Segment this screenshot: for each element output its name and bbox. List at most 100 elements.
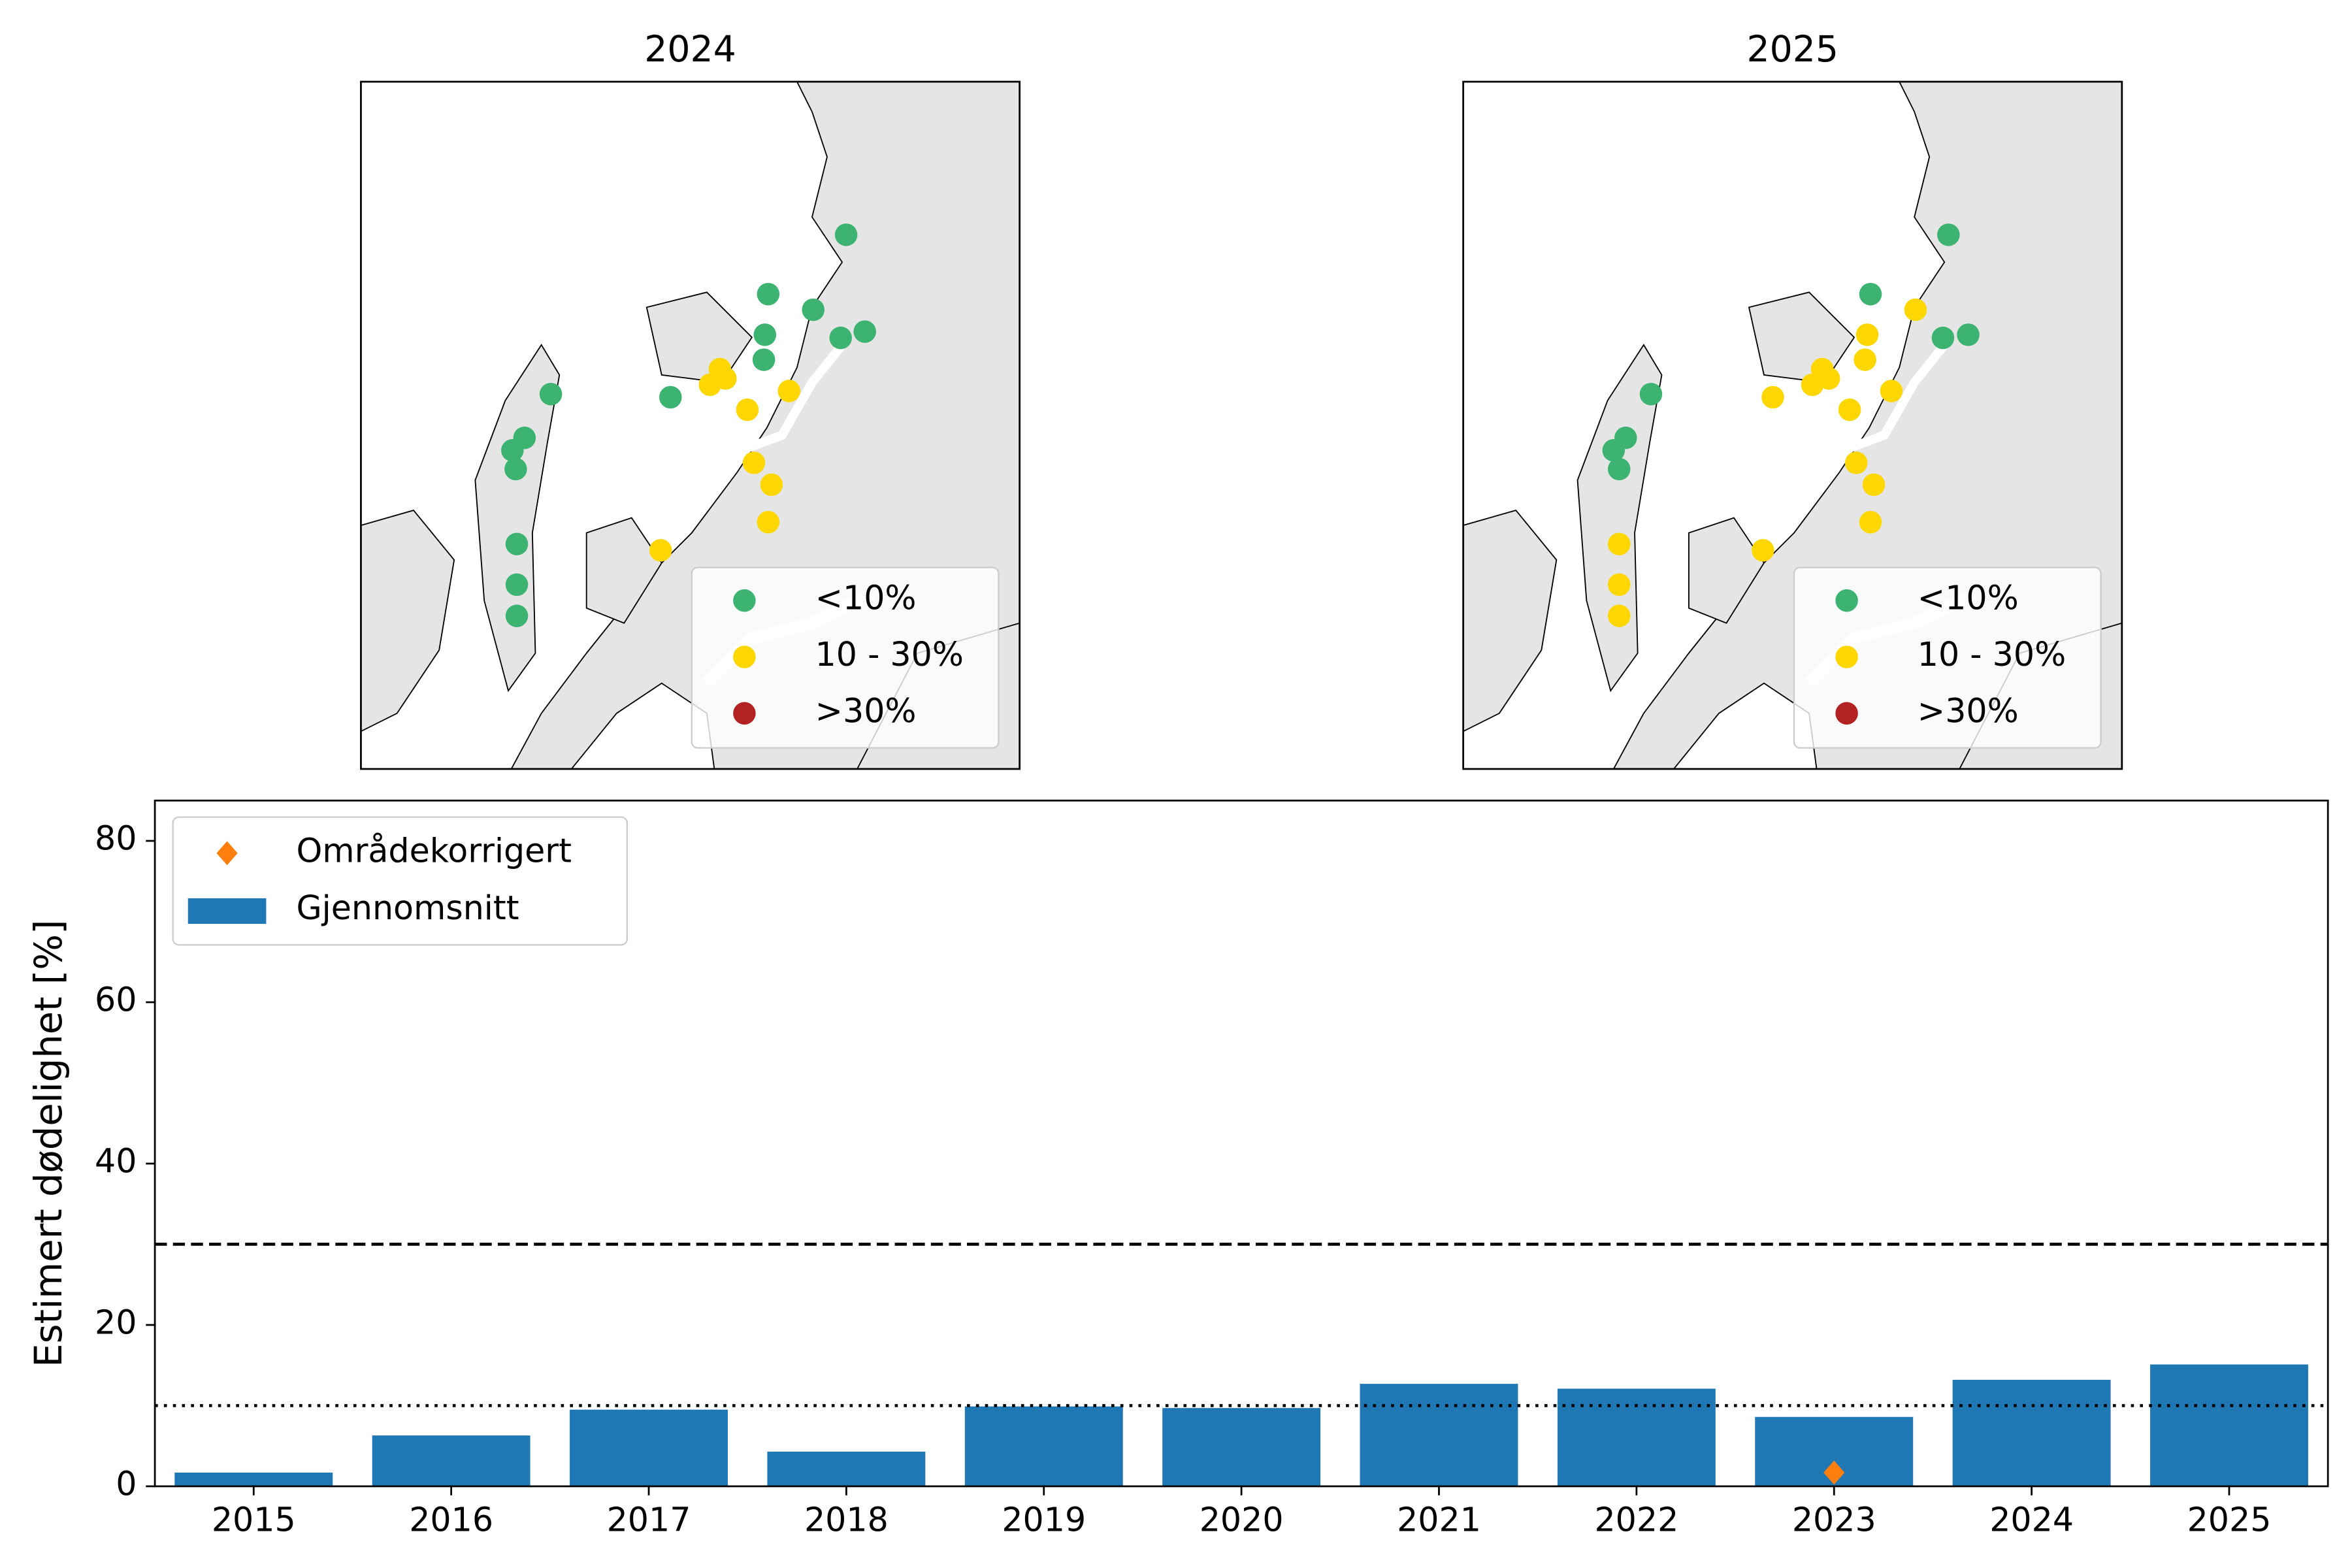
legend-label: >30% [815,691,917,730]
station-point [1761,385,1784,409]
legend-label: >30% [1918,691,2019,730]
x-tick-label: 2021 [1397,1501,1481,1539]
station-point [1957,323,1980,346]
y-tick-label: 20 [95,1303,137,1341]
map-title: 2025 [1746,29,1838,71]
water-channel [659,342,846,492]
station-point [757,282,780,306]
station-point [501,439,524,462]
station-point [736,398,759,421]
legend-label: 10 - 30% [1918,635,2066,674]
water-channel [1761,342,1948,492]
x-tick-label: 2016 [409,1501,493,1539]
bar [1360,1384,1518,1486]
legend-label: <10% [815,579,917,617]
station-point [777,380,801,402]
station-point [752,348,776,371]
bar [964,1406,1123,1486]
station-point [1801,373,1824,397]
y-tick-label: 40 [95,1141,137,1180]
station-point [1607,573,1631,596]
station-point [853,320,876,343]
station-point [505,573,529,596]
station-point [1862,473,1886,497]
y-tick-label: 80 [95,819,137,858]
station-point [1607,457,1631,481]
legend-marker [733,702,756,725]
x-tick-label: 2025 [2187,1501,2272,1539]
x-tick-label: 2015 [212,1501,296,1539]
station-point [760,473,783,497]
station-point [742,451,766,474]
x-tick-label: 2017 [607,1501,691,1539]
station-point [504,457,527,481]
station-point [505,604,529,627]
legend-label: <10% [1918,579,2019,617]
legend-box [1793,566,2102,749]
land [585,517,662,624]
x-tick-label: 2018 [804,1501,889,1539]
map-frame [360,80,1021,770]
bar [174,1472,333,1486]
bar [372,1435,531,1486]
station-point [505,532,529,555]
map-title: 2024 [644,29,736,71]
station-point [1859,510,1882,534]
plot-frame [154,799,2329,1488]
legend-box [691,566,1000,749]
legend-label: 10 - 30% [815,635,964,674]
station-point [649,539,672,562]
station-point [1904,298,1927,321]
station-point [1880,380,1903,402]
station-point [1931,326,1955,350]
x-tick-label: 2020 [1200,1501,1284,1539]
station-point [1752,539,1774,562]
bar [2150,1364,2308,1486]
legend-marker [1835,589,1858,612]
station-point [1639,382,1663,406]
bar [1557,1388,1716,1486]
station-point [834,223,858,246]
legend-marker [188,898,267,924]
legend-marker [216,841,238,866]
bar [1952,1379,2111,1486]
legend-marker [1835,702,1858,725]
station-point [1838,398,1861,421]
land [1688,517,1765,624]
station-point [1844,451,1868,474]
station-point [1607,532,1631,555]
station-point [753,323,777,346]
legend-box [172,816,628,946]
bar [767,1451,926,1486]
legend-label: Områdekorrigert [296,831,572,870]
legend-marker [733,645,756,668]
land [1463,510,1558,732]
station-point [829,326,852,350]
land [474,344,561,693]
y-axis-label: Estimert dødelighet [%] [27,920,71,1367]
map-frame [1462,80,2123,770]
x-tick-label: 2024 [1989,1501,2074,1539]
station-point [1937,223,1960,246]
x-tick-label: 2023 [1792,1501,1876,1539]
station-point [757,510,780,534]
marker-point [1823,1460,1845,1485]
legend-marker [733,589,756,612]
legend-marker [1835,645,1858,668]
x-tick-label: 2022 [1594,1501,1678,1539]
station-point [1859,282,1882,306]
station-point [659,385,682,409]
bar [1162,1408,1321,1486]
y-tick-label: 60 [95,981,137,1019]
station-point [1854,348,1876,371]
x-tick-label: 2019 [1002,1501,1086,1539]
station-point [698,373,722,397]
y-tick-label: 0 [116,1464,137,1503]
station-point [1855,323,1879,346]
station-point [802,298,825,321]
station-point [1602,439,1625,462]
station-point [539,382,563,406]
station-point [1607,604,1631,627]
bar [570,1409,728,1486]
